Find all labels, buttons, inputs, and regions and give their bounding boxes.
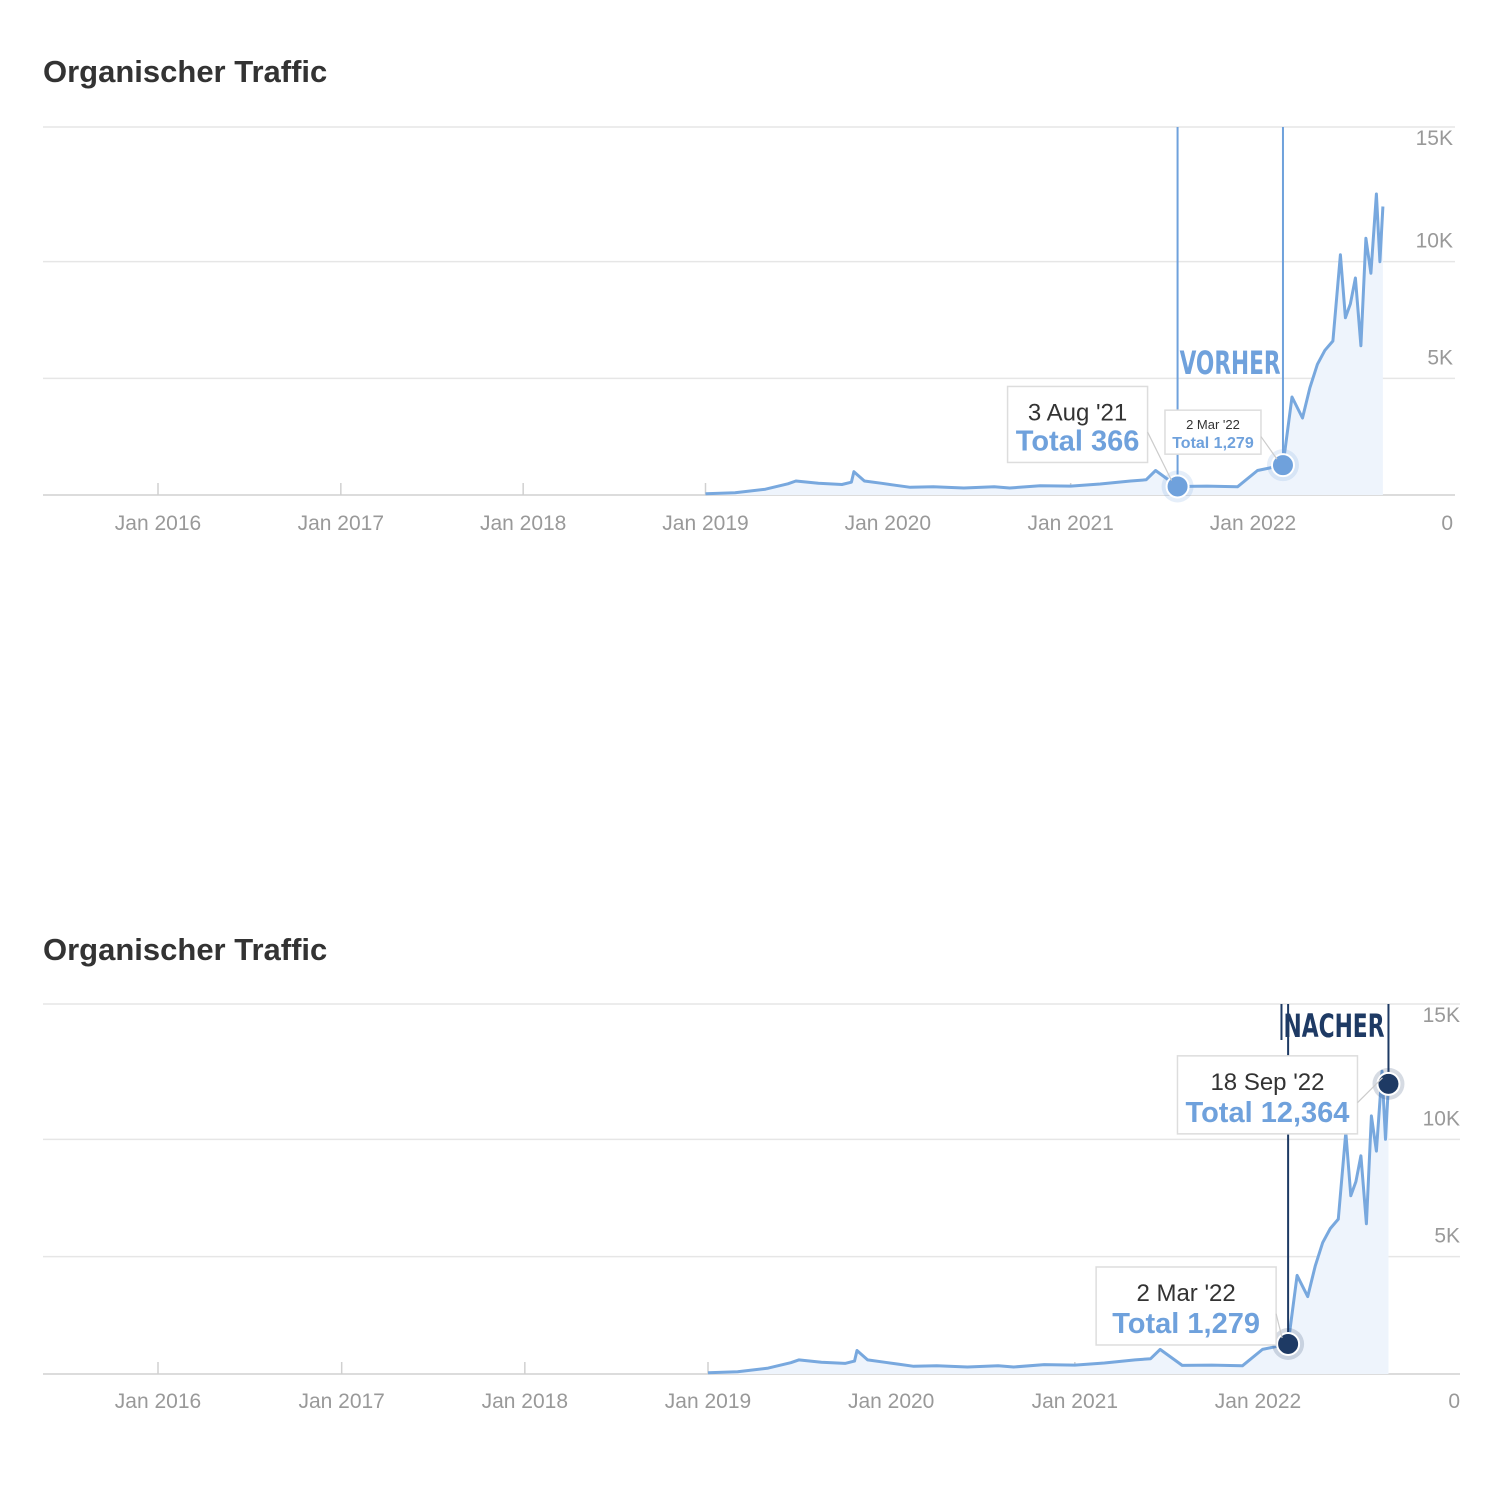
marker-label-vorher: VORHER: [1180, 344, 1281, 382]
x-tick-label: Jan 2022: [1210, 512, 1296, 535]
x-tick-label: Jan 2018: [482, 1390, 568, 1413]
x-tick-label: Jan 2016: [115, 512, 201, 535]
marker-dot: [1376, 1071, 1401, 1096]
y-tick-label: 0: [1448, 1390, 1460, 1413]
tooltip-total: Total 1,279: [1112, 1308, 1260, 1340]
x-tick-label: Jan 2020: [845, 512, 931, 535]
marker-dot: [1276, 1331, 1301, 1356]
tooltip-total: Total 12,364: [1186, 1097, 1350, 1129]
tooltip-pointer: [1357, 1077, 1383, 1104]
tooltip: 2 Mar '22 Total 1,279: [1164, 409, 1278, 460]
y-tick-label: 10K: [1416, 230, 1453, 253]
tooltip-pointer: [1260, 436, 1278, 460]
x-tick-label: Jan 2019: [662, 512, 748, 535]
tooltip-total: Total 366: [1016, 425, 1140, 457]
tooltip-date: 2 Mar '22: [1136, 1280, 1235, 1307]
y-tick-label: 5K: [1434, 1225, 1460, 1248]
tooltip-date: 3 Aug '21: [1028, 399, 1127, 426]
series-area: [705, 194, 1383, 495]
marker-label-nacher: NACHER: [1283, 1007, 1384, 1045]
tooltip-total: Total 1,279: [1172, 435, 1254, 452]
y-tick-label: 15K: [1416, 127, 1453, 150]
x-tick-label: Jan 2021: [1027, 512, 1113, 535]
x-tick-label: Jan 2016: [115, 1390, 201, 1413]
x-tick-label: Jan 2018: [480, 512, 566, 535]
marker-dot: [1270, 453, 1295, 478]
tooltip-date: 2 Mar '22: [1186, 417, 1240, 432]
traffic-chart-svg: 15K 10K 5K 0 Jan 2016 Jan 2017 Jan 2018 Jan 201…: [43, 126, 1455, 535]
x-tick-label: Jan 2020: [848, 1390, 934, 1413]
series-line: [707, 1069, 1390, 1375]
y-tick-label: 0: [1441, 512, 1453, 535]
marker-dot: [1165, 474, 1190, 499]
traffic-chart-svg: 15K 10K 5K 0 Jan 2016 Jan 2017 Jan 2018 Jan 201…: [43, 1003, 1460, 1413]
tooltip-pointer: [1147, 431, 1173, 481]
x-tick-label: Jan 2017: [298, 1390, 384, 1413]
x-tick-label: Jan 2021: [1032, 1390, 1118, 1413]
tooltip-box: [1095, 1266, 1277, 1346]
y-tick-label: 5K: [1427, 346, 1453, 369]
tooltip-box: [1006, 385, 1149, 464]
y-tick-label: 15K: [1423, 1004, 1460, 1027]
tooltip-box: [1164, 409, 1262, 455]
series-area: [708, 1071, 1389, 1374]
tooltip-pointer: [1275, 1313, 1283, 1339]
traffic-chart-after: Organischer Traffic 15K 10K 5K 0 Jan 2016 Jan…: [0, 880, 1500, 1440]
tooltip-date: 18 Sep '22: [1210, 1069, 1324, 1096]
chart-title: Organischer Traffic: [43, 932, 328, 967]
x-tick-label: Jan 2019: [665, 1390, 751, 1413]
tooltip-box: [1176, 1055, 1359, 1135]
series-line: [705, 192, 1385, 496]
y-tick-label: 10K: [1423, 1107, 1460, 1130]
annotation-nacher-mini: 2 Mar '22 Total 1,279: [1164, 127, 1299, 482]
traffic-chart-before: Organischer Traffic 15K 10K 5K 0 Jan 2016 Jan…: [0, 0, 1500, 560]
chart-title: Organischer Traffic: [43, 54, 328, 89]
x-tick-label: Jan 2022: [1215, 1390, 1301, 1413]
x-tick-label: Jan 2017: [298, 512, 384, 535]
